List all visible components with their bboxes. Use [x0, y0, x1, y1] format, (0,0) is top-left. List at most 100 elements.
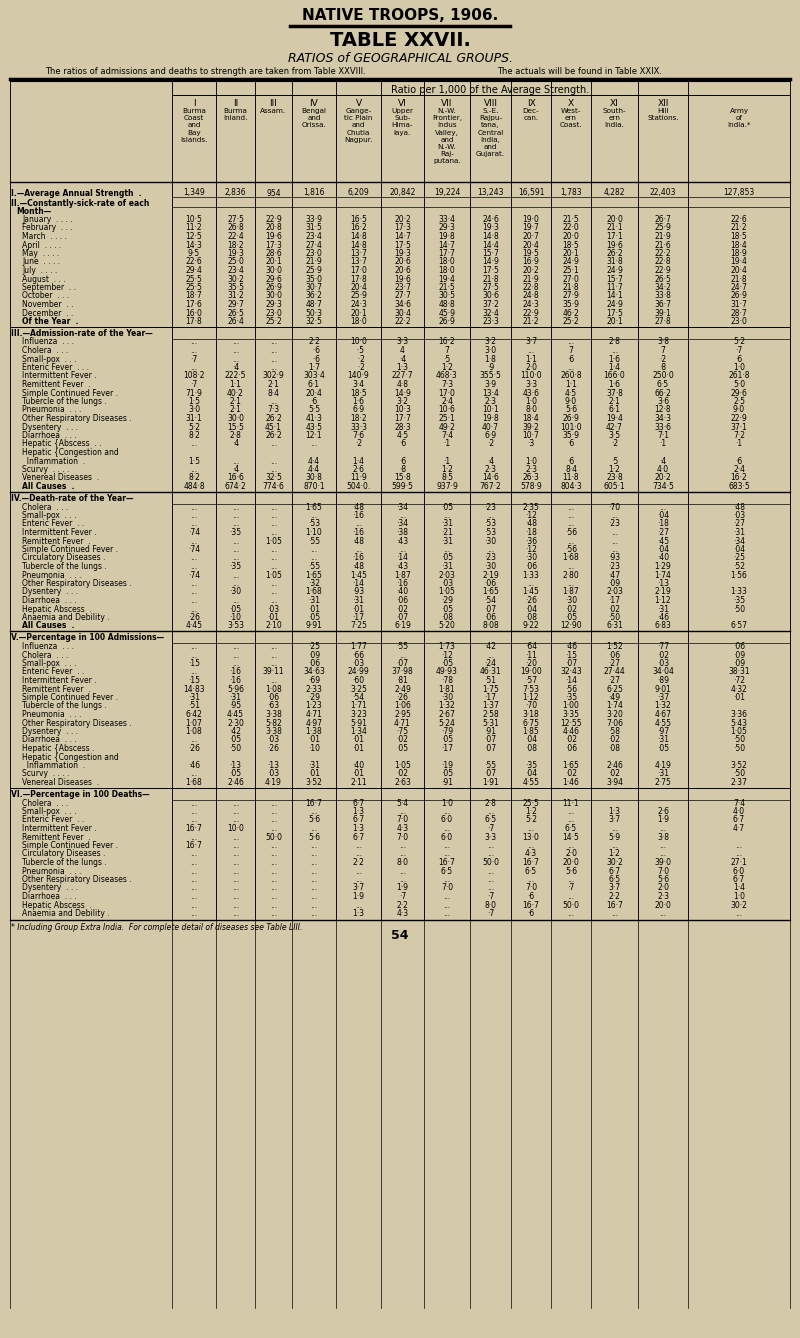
Text: 25·9: 25·9	[654, 223, 671, 233]
Text: ·70: ·70	[609, 503, 621, 511]
Text: 36·2: 36·2	[306, 292, 322, 301]
Text: 14·9: 14·9	[482, 257, 499, 266]
Text: ...: ...	[232, 519, 239, 529]
Text: ·40: ·40	[353, 761, 365, 769]
Text: 9·0: 9·0	[733, 405, 745, 415]
Text: ·36: ·36	[525, 537, 537, 546]
Text: ·05: ·05	[441, 554, 453, 562]
Text: ...: ...	[232, 875, 239, 884]
Text: 19·8: 19·8	[482, 413, 499, 423]
Text: ...: ...	[190, 867, 198, 875]
Text: 2·11: 2·11	[350, 777, 367, 787]
Text: 1·05: 1·05	[730, 727, 747, 736]
Text: ·01: ·01	[353, 736, 365, 744]
Text: ...: ...	[270, 529, 277, 537]
Text: 3·7: 3·7	[609, 815, 621, 824]
Text: 1·4: 1·4	[609, 363, 621, 372]
Text: ·8: ·8	[659, 363, 666, 372]
Text: 1·65: 1·65	[306, 503, 322, 511]
Text: 2·0: 2·0	[565, 850, 577, 859]
Text: Coast.: Coast.	[560, 122, 582, 128]
Text: 24·99: 24·99	[348, 668, 370, 677]
Text: ...: ...	[270, 347, 277, 355]
Text: 22,403: 22,403	[650, 189, 676, 198]
Text: 19·4: 19·4	[606, 413, 623, 423]
Text: ...: ...	[190, 466, 198, 474]
Text: 108·2: 108·2	[183, 372, 205, 380]
Text: 14·9: 14·9	[394, 388, 411, 397]
Text: 25·5: 25·5	[186, 284, 202, 292]
Text: ...: ...	[611, 824, 618, 834]
Text: ·30: ·30	[230, 587, 242, 597]
Text: 4: 4	[400, 347, 405, 355]
Text: ·01: ·01	[353, 744, 365, 753]
Text: ...: ...	[611, 347, 618, 355]
Text: 1·06: 1·06	[394, 701, 411, 710]
Text: ...: ...	[232, 650, 239, 660]
Text: ·6: ·6	[735, 355, 742, 364]
Text: Hepatic Abscess  .: Hepatic Abscess .	[22, 605, 92, 614]
Text: Intermittent Fever .: Intermittent Fever .	[22, 824, 97, 834]
Text: 32·4: 32·4	[482, 309, 499, 317]
Text: 20·1: 20·1	[350, 309, 367, 317]
Text: 484·8: 484·8	[183, 482, 205, 491]
Text: 20·8: 20·8	[265, 223, 282, 233]
Text: ·6: ·6	[527, 909, 534, 918]
Text: 16·6: 16·6	[227, 474, 244, 483]
Text: 1·05: 1·05	[265, 537, 282, 546]
Text: 17·3: 17·3	[265, 241, 282, 249]
Text: Pneumonia  . . .: Pneumonia . . .	[22, 710, 82, 719]
Text: 32·43: 32·43	[560, 668, 582, 677]
Text: ·23: ·23	[609, 519, 621, 529]
Text: 22·8: 22·8	[654, 257, 671, 266]
Text: 30·2: 30·2	[606, 858, 623, 867]
Text: 774·6: 774·6	[262, 482, 285, 491]
Text: ·23: ·23	[485, 554, 497, 562]
Text: 2·8: 2·8	[230, 431, 242, 440]
Text: 17·5: 17·5	[394, 241, 411, 249]
Text: ...: ...	[270, 650, 277, 660]
Text: ·53: ·53	[308, 519, 320, 529]
Text: Other Respiratory Diseases .: Other Respiratory Diseases .	[22, 719, 132, 728]
Text: 1·2: 1·2	[609, 850, 621, 859]
Text: 22·2: 22·2	[654, 249, 671, 258]
Text: 2·1: 2·1	[230, 405, 242, 415]
Text: Tubercle of the lungs .: Tubercle of the lungs .	[22, 858, 106, 867]
Text: 260·8: 260·8	[560, 372, 582, 380]
Text: Remittent Fever  .: Remittent Fever .	[22, 685, 90, 693]
Text: ...: ...	[355, 545, 362, 554]
Text: 1,349: 1,349	[183, 189, 205, 198]
Text: 26·9: 26·9	[265, 284, 282, 292]
Text: ·05: ·05	[441, 660, 453, 668]
Text: ·15: ·15	[188, 676, 200, 685]
Text: 2·75: 2·75	[654, 777, 671, 787]
Text: 1·75: 1·75	[482, 685, 499, 693]
Text: ...: ...	[232, 595, 239, 605]
Text: 20·4: 20·4	[522, 241, 539, 249]
Text: ...: ...	[443, 875, 450, 884]
Text: ·6: ·6	[735, 456, 742, 466]
Text: April  . . . .: April . . . .	[22, 241, 62, 249]
Text: 3·8: 3·8	[657, 832, 669, 842]
Text: 6·5: 6·5	[565, 824, 577, 834]
Text: 19·00: 19·00	[520, 668, 542, 677]
Text: 39·11: 39·11	[262, 668, 284, 677]
Text: 30·2: 30·2	[730, 900, 747, 910]
Text: ...: ...	[567, 579, 574, 587]
Text: ...: ...	[487, 650, 494, 660]
Text: 18·0: 18·0	[350, 317, 367, 326]
Text: ·56: ·56	[565, 545, 577, 554]
Text: ·31: ·31	[733, 529, 745, 537]
Text: Raj-: Raj-	[440, 151, 454, 157]
Text: Hepatic {Abscess  . .: Hepatic {Abscess . .	[22, 439, 102, 448]
Text: 1·6: 1·6	[609, 380, 621, 389]
Text: ...: ...	[310, 867, 318, 875]
Text: 2·2: 2·2	[397, 900, 409, 910]
Text: 19·6: 19·6	[394, 274, 411, 284]
Text: 4,282: 4,282	[604, 189, 626, 198]
Text: ...: ...	[232, 842, 239, 850]
Text: ·04: ·04	[525, 769, 537, 779]
Text: 12·1: 12·1	[306, 431, 322, 440]
Text: ·30: ·30	[485, 537, 497, 546]
Text: Remittent Fever  .: Remittent Fever .	[22, 832, 90, 842]
